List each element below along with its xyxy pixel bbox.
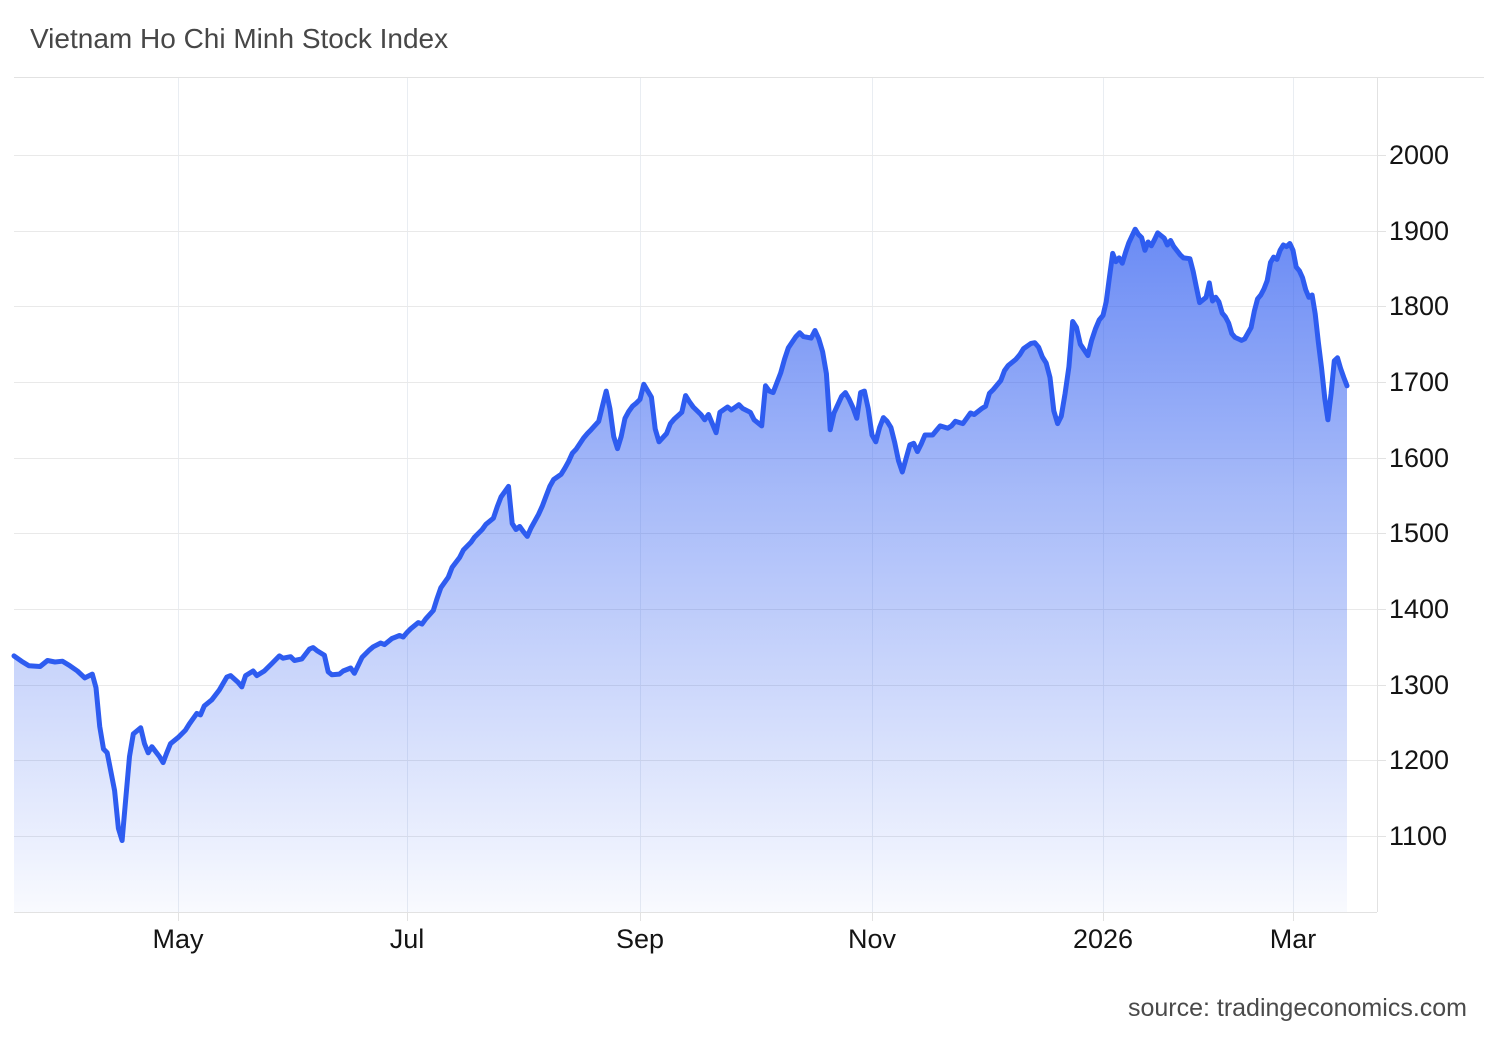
y-axis-label: 1400	[1389, 594, 1450, 624]
x-axis-label: May	[152, 924, 204, 954]
y-axis-label: 1200	[1389, 745, 1450, 776]
y-axis-label: 1700	[1389, 367, 1450, 397]
y-axis-label: 2000	[1389, 140, 1450, 170]
y-axis-label: 1600	[1389, 442, 1450, 473]
source-attribution: source: tradingeconomics.com	[1127, 994, 1467, 1022]
y-axis-label: 1300	[1389, 669, 1450, 700]
x-axis-label: Sep	[615, 924, 665, 954]
area-fill	[14, 229, 1347, 912]
y-axis-label: 1900	[1389, 215, 1450, 246]
y-axis-label: 1500	[1389, 518, 1450, 549]
x-axis-label: Nov	[847, 924, 896, 954]
x-axis-label: 2026	[1072, 924, 1134, 954]
chart-title: Vietnam Ho Chi Minh Stock Index	[30, 23, 449, 54]
x-axis-label: Mar	[1269, 924, 1317, 954]
price-line	[11, 226, 1350, 843]
x-axis-label: Jul	[389, 924, 425, 954]
y-axis-label: 1100	[1389, 821, 1448, 851]
y-axis-label: 1800	[1389, 291, 1450, 322]
